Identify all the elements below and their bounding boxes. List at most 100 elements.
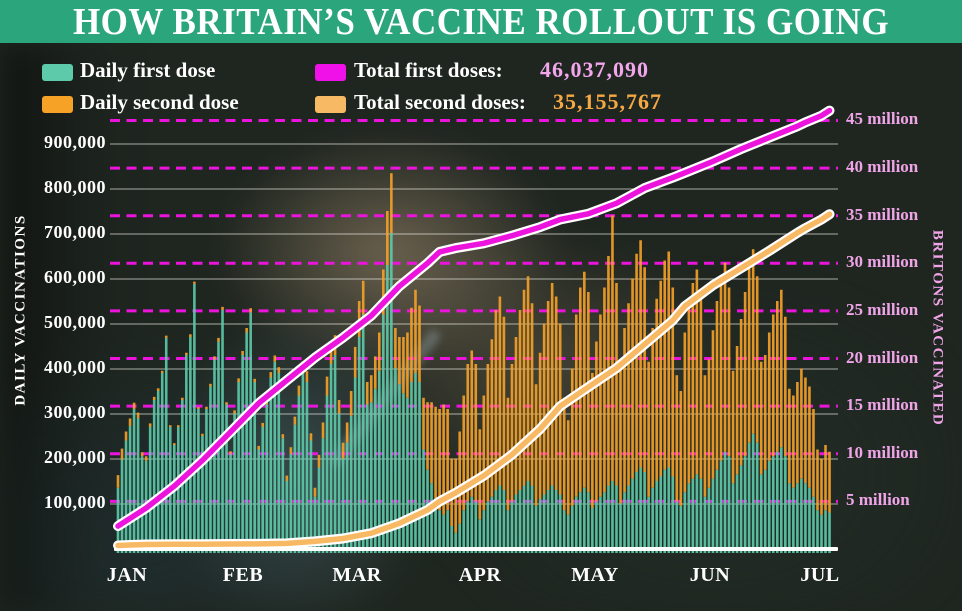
daily-second-dose-bar [297, 385, 301, 396]
daily-first-dose-bar [309, 440, 313, 553]
daily-second-dose-bar [727, 287, 731, 457]
daily-second-dose-bar [695, 269, 699, 475]
daily-first-dose-bar [627, 485, 630, 553]
daily-first-dose-bar [281, 438, 285, 553]
daily-second-dose-bar [820, 458, 823, 515]
daily-second-dose-bar [446, 409, 449, 511]
daily-second-dose-bar [679, 391, 683, 506]
daily-second-dose-bar [261, 422, 265, 427]
daily-second-dose-bar [566, 420, 570, 515]
daily-first-dose-bar [430, 483, 433, 553]
legend-label-total-first: Total first doses: [354, 58, 503, 82]
daily-first-dose-bar [265, 404, 269, 553]
daily-first-dose-bar [341, 458, 345, 553]
left-axis-tick-label: 300,000 [44, 402, 106, 422]
daily-first-dose-bar [751, 433, 755, 553]
daily-first-dose-bar [816, 510, 819, 553]
daily-first-dose-bar [390, 233, 393, 554]
daily-second-dose-bar [321, 422, 325, 439]
daily-second-dose-bar [269, 372, 273, 378]
month-label-jun: JUN [689, 564, 731, 586]
daily-second-dose-bar [160, 370, 164, 373]
daily-second-dose-bar [494, 310, 498, 490]
daily-first-dose-bar [800, 478, 803, 553]
total-second-doses-line [115, 211, 833, 549]
daily-second-dose-bar [249, 308, 252, 313]
daily-second-dose-bar [470, 350, 474, 497]
daily-second-dose-bar [723, 262, 727, 452]
daily-second-dose-bar [313, 487, 317, 497]
daily-first-dose-bar [197, 409, 200, 553]
daily-first-dose-bar [651, 487, 654, 553]
daily-second-dose-bar [201, 433, 204, 436]
daily-second-dose-bar [780, 289, 783, 448]
daily-first-dose-bar [558, 494, 562, 553]
x-axis-line [114, 547, 838, 551]
daily-second-dose-bar [305, 371, 309, 382]
daily-second-dose-bar [458, 431, 461, 524]
daily-first-dose-bar [410, 382, 413, 553]
daily-second-dose-bar [253, 378, 256, 382]
month-label-jan: JAN [106, 564, 148, 586]
daily-first-dose-bar [434, 499, 437, 553]
daily-first-dose-bar [241, 355, 244, 553]
daily-first-dose-bar [373, 388, 377, 553]
daily-second-dose-bar [213, 356, 216, 360]
daily-first-dose-bar [735, 474, 739, 553]
daily-first-dose-bar [599, 496, 602, 553]
daily-first-dose-bar [607, 485, 610, 553]
daily-second-dose-bar [205, 406, 208, 409]
daily-second-dose-bar [209, 383, 212, 387]
daily-first-dose-bar [719, 460, 723, 553]
daily-first-dose-bar [406, 397, 409, 553]
month-label-mar: MAR [332, 564, 382, 586]
daily-second-dose-bar [719, 280, 723, 461]
daily-first-dose-bar [446, 510, 449, 553]
daily-first-dose-bar [422, 449, 425, 553]
daily-first-dose-bar [209, 386, 212, 553]
daily-second-dose-bar [438, 409, 441, 511]
daily-second-dose-bar [325, 376, 329, 396]
daily-first-dose-bar [639, 467, 642, 553]
daily-first-dose-bar [329, 364, 333, 553]
right-axis-tick-label: 15 million [846, 395, 919, 415]
daily-second-dose-bar [402, 337, 405, 394]
daily-first-dose-bar [353, 377, 357, 553]
daily-first-dose-bar [780, 447, 783, 553]
daily-second-dose-bar [349, 391, 353, 416]
right-axis-tick-label: 25 million [846, 299, 919, 319]
daily-second-dose-bar [353, 346, 357, 378]
daily-second-dose-bar [542, 323, 546, 495]
daily-first-dose-bar [365, 404, 369, 553]
daily-second-dose-bar [526, 276, 530, 481]
daily-first-dose-bar [695, 474, 699, 553]
daily-first-dose-bar [120, 459, 124, 553]
daily-second-dose-bar [474, 364, 478, 502]
daily-second-dose-bar [739, 319, 743, 466]
daily-second-dose-bar [329, 342, 333, 364]
daily-second-dose-bar [747, 267, 751, 443]
daily-first-dose-bar [261, 427, 265, 553]
daily-first-dose-bar [554, 490, 558, 553]
daily-first-dose-bar [221, 310, 224, 553]
daily-first-dose-bar [132, 409, 136, 553]
daily-first-dose-bar [205, 409, 208, 553]
daily-second-dose-bar [152, 396, 156, 400]
daily-first-dose-bar [731, 483, 735, 553]
daily-first-dose-bar [233, 413, 236, 553]
daily-first-dose-bar [156, 391, 160, 553]
daily-second-dose-bar [715, 301, 719, 470]
daily-first-dose-bar [667, 467, 671, 553]
daily-first-dose-bar [824, 510, 827, 553]
daily-first-dose-bar [185, 355, 188, 553]
daily-first-dose-bar [635, 472, 638, 553]
daily-first-dose-bar [671, 476, 675, 553]
daily-first-dose-bar [763, 469, 767, 553]
daily-second-dose-bar [369, 375, 373, 403]
daily-second-dose-bar [237, 378, 240, 382]
daily-first-dose-bar [136, 418, 140, 553]
daily-first-dose-bar [297, 395, 301, 553]
daily-first-dose-bar [277, 373, 281, 553]
daily-first-dose-bar [305, 382, 309, 553]
daily-first-dose-bar [518, 490, 522, 553]
